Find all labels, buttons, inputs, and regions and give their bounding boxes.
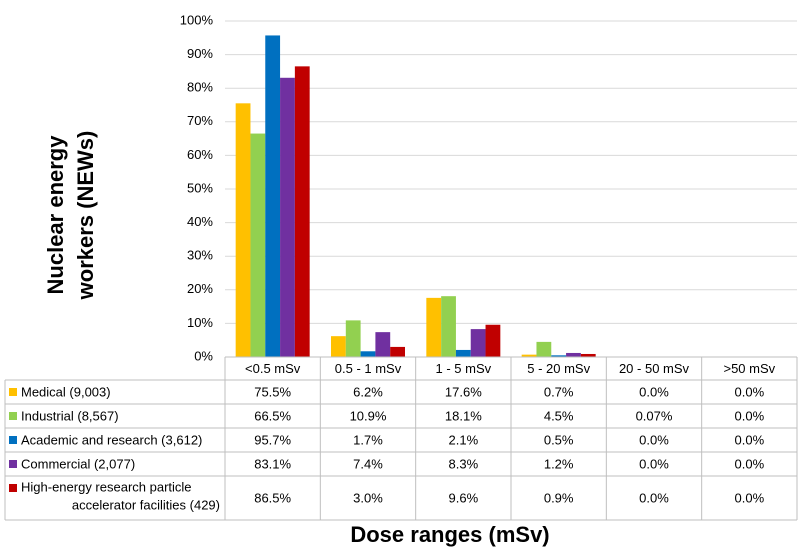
data-label: 86.5%: [254, 490, 291, 505]
data-label: 66.5%: [254, 408, 291, 423]
data-label: 7.4%: [353, 456, 383, 471]
legend-swatch: [9, 436, 17, 444]
data-label: 8.3%: [449, 456, 479, 471]
data-label: 17.6%: [445, 384, 482, 399]
legend-swatch: [9, 388, 17, 396]
x-tick-label: 5 - 20 mSv: [527, 361, 590, 376]
bar: [580, 353, 596, 357]
data-label: 0.0%: [639, 432, 669, 447]
y-axis-title: Nuclear energy: [43, 135, 68, 295]
legend-swatch: [9, 412, 17, 420]
x-axis-title: Dose ranges (mSv): [350, 522, 549, 547]
data-label: 0.0%: [639, 490, 669, 505]
data-label: 6.2%: [353, 384, 383, 399]
data-label: 10.9%: [350, 408, 387, 423]
legend-label: Industrial (8,567): [21, 408, 119, 423]
data-label: 0.0%: [735, 432, 765, 447]
data-label: 75.5%: [254, 384, 291, 399]
data-label: 95.7%: [254, 432, 291, 447]
bar: [455, 349, 471, 357]
legend-swatch: [9, 460, 17, 468]
bar: [360, 351, 376, 357]
bar: [265, 35, 281, 357]
y-tick-label: 90%: [187, 46, 213, 61]
y-tick-label: 70%: [187, 113, 213, 128]
data-label: 0.0%: [735, 456, 765, 471]
legend-label: Academic and research (3,612): [21, 432, 202, 447]
bar: [331, 336, 346, 357]
data-label: 0.5%: [544, 432, 574, 447]
y-tick-label: 100%: [180, 12, 214, 27]
data-label: 0.07%: [636, 408, 673, 423]
bar: [426, 297, 442, 357]
bar: [566, 352, 581, 357]
y-tick-label: 10%: [187, 315, 213, 330]
data-label: 0.0%: [639, 384, 669, 399]
legend-label: High-energy research particle: [21, 479, 192, 494]
data-label: 1.7%: [353, 432, 383, 447]
legend-label: Commercial (2,077): [21, 456, 135, 471]
bar: [294, 66, 310, 358]
y-tick-label: 80%: [187, 80, 213, 95]
legend-swatch: [9, 484, 17, 492]
data-label: 0.9%: [544, 490, 574, 505]
x-tick-label: >50 mSv: [723, 361, 775, 376]
bar: [235, 103, 251, 357]
bar: [390, 346, 405, 357]
data-label: 0.0%: [735, 408, 765, 423]
data-label: 18.1%: [445, 408, 482, 423]
y-tick-label: 0%: [194, 348, 213, 363]
data-label: 0.0%: [735, 490, 765, 505]
x-tick-label: 1 - 5 mSv: [436, 361, 492, 376]
data-label: 0.0%: [735, 384, 765, 399]
data-label: 83.1%: [254, 456, 291, 471]
legend-label: Medical (9,003): [21, 384, 111, 399]
bar: [521, 354, 537, 357]
bar: [345, 320, 361, 357]
data-label: 0.0%: [639, 456, 669, 471]
data-label: 0.7%: [544, 384, 574, 399]
x-tick-label: 0.5 - 1 mSv: [335, 361, 402, 376]
x-tick-label: 20 - 50 mSv: [619, 361, 690, 376]
bar: [375, 332, 391, 357]
bar: [485, 324, 501, 357]
bar: [551, 355, 567, 357]
y-tick-label: 20%: [187, 281, 213, 296]
y-tick-label: 30%: [187, 248, 213, 263]
bar: [441, 296, 456, 357]
data-label: 1.2%: [544, 456, 574, 471]
y-axis-title: workers (NEWs): [73, 131, 98, 301]
y-tick-label: 60%: [187, 147, 213, 162]
data-label: 9.6%: [449, 490, 479, 505]
bar: [250, 133, 266, 357]
data-label: 2.1%: [449, 432, 479, 447]
bar: [536, 341, 552, 357]
y-tick-label: 40%: [187, 214, 213, 229]
bar: [470, 329, 486, 357]
data-label: 3.0%: [353, 490, 383, 505]
legend-label: accelerator facilities (429): [72, 497, 220, 512]
data-label: 4.5%: [544, 408, 574, 423]
bar: [280, 77, 295, 357]
x-tick-label: <0.5 mSv: [245, 361, 301, 376]
y-tick-label: 50%: [187, 180, 213, 195]
